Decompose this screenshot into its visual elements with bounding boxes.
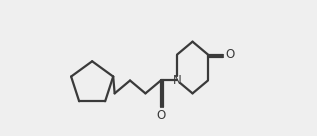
Text: N: N [173,74,182,87]
Text: O: O [156,109,165,122]
Text: O: O [225,48,234,61]
